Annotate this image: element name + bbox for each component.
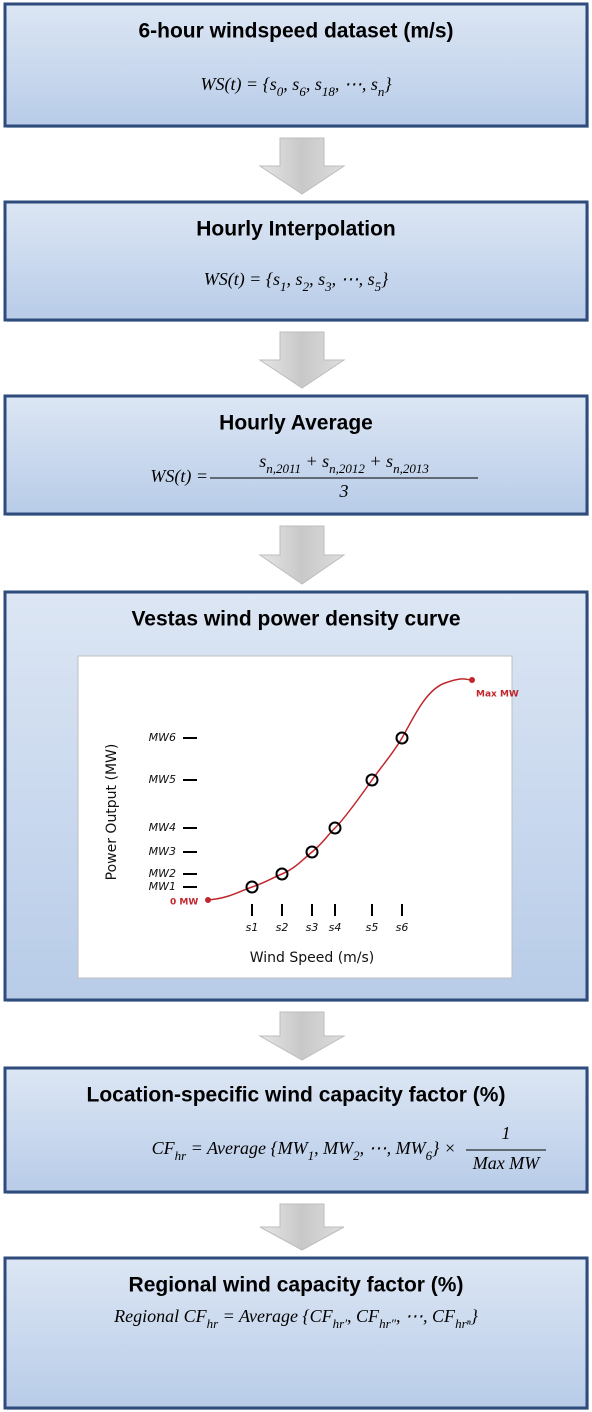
formula-numerator: 1 — [502, 1123, 511, 1143]
speed-label: s2 — [276, 921, 289, 934]
formula-subscript: 3 — [324, 279, 332, 294]
speed-label: s4 — [329, 921, 342, 934]
formula-text: , ⋯, s — [335, 74, 378, 94]
power-level-label: MW4 — [149, 821, 176, 834]
formula-text: s — [259, 451, 266, 471]
formula-subscript: 0 — [277, 84, 284, 99]
formula-text: } — [381, 269, 389, 289]
curve-panel — [77, 655, 513, 979]
formula-subscript: hr — [207, 1316, 220, 1331]
formula-text: WS(t) = {s — [204, 269, 280, 290]
x-axis-label: Wind Speed (m/s) — [250, 950, 375, 966]
formula-text: } — [471, 1306, 479, 1326]
curve-endpoint — [469, 677, 475, 683]
curve-point — [275, 867, 289, 881]
speed-label: s3 — [306, 921, 319, 934]
formula-subscript: hrⁿ — [455, 1316, 472, 1331]
formula-text: WS(t) = — [150, 466, 208, 487]
zero-label: 0 MW — [170, 898, 198, 908]
formula-text: = Average {MW — [186, 1138, 309, 1158]
formula-text: , ⋯, s — [332, 269, 375, 289]
formula-denominator: 3 — [339, 481, 349, 501]
flow-arrow — [258, 331, 346, 389]
formula-lhs: CFhr​ = Average {MW1​, MW2​, ⋯, MW6​} × — [152, 1138, 456, 1163]
step-box — [3, 1256, 589, 1410]
power-level-label: MW2 — [149, 867, 176, 880]
formula-text: Regional CF — [113, 1306, 207, 1326]
formula-subscript: n — [378, 84, 385, 99]
flow-arrow — [258, 137, 346, 195]
curve-point — [305, 845, 319, 859]
step-title: Location-specific wind capacity factor (… — [87, 1084, 506, 1107]
formula: Regional CFhr​ = Average {CFhr′​, CFhr″​… — [113, 1306, 479, 1331]
formula-subscript: hr — [175, 1148, 188, 1163]
formula-subscript: 6 — [426, 1148, 433, 1163]
formula-text: , s — [306, 74, 322, 94]
y-axis-label: Power Output (MW) — [104, 744, 120, 881]
power-curve — [207, 678, 473, 901]
formula-text: , s — [309, 269, 325, 289]
formula-subscript: n,2011 — [266, 461, 301, 476]
speed-label: s1 — [246, 921, 259, 934]
formula-text: , MW — [314, 1138, 355, 1158]
curve-point — [245, 880, 259, 894]
formula-text: , ⋯, MW — [360, 1138, 428, 1158]
formula-text: + s — [365, 451, 393, 471]
formula-text: CF — [152, 1138, 176, 1158]
curve-point — [328, 821, 342, 835]
formula-text: 3 — [339, 481, 349, 501]
curve-point — [365, 773, 379, 787]
step-box — [3, 2, 589, 128]
formula-text: , s — [287, 269, 303, 289]
curve-endpoint — [205, 897, 211, 903]
formula-subscript: 5 — [375, 279, 382, 294]
formula-text: 1 — [502, 1123, 511, 1143]
step-box — [3, 394, 589, 516]
formula: WS(t) = {s0​, s6​, s18​, ⋯, sn​} — [200, 74, 392, 99]
max-label: Max MW — [476, 690, 519, 700]
formula-text: } — [384, 74, 392, 94]
step-title: Hourly Average — [219, 412, 373, 435]
speed-label: s6 — [396, 921, 409, 934]
curve-point — [395, 731, 409, 745]
flow-arrow — [258, 1011, 346, 1061]
formula-text: , s — [283, 74, 299, 94]
formula-text: WS(t) = {s — [200, 74, 276, 95]
step-title: Regional wind capacity factor (%) — [129, 1274, 464, 1297]
formula-subscript: 2 — [303, 279, 310, 294]
step-box — [3, 1066, 589, 1194]
flow-arrow — [259, 1203, 345, 1251]
formula-text: , ⋯, CF — [396, 1306, 456, 1326]
speed-label: s5 — [366, 921, 379, 934]
step-box — [3, 200, 589, 322]
formula-text: + s — [301, 451, 329, 471]
power-level-label: MW3 — [149, 845, 176, 858]
formula-subscript: hr″ — [379, 1316, 397, 1331]
flow-arrow — [258, 525, 346, 585]
formula-subscript: n,2013 — [393, 461, 429, 476]
formula-text: = Average {CF — [218, 1306, 334, 1326]
formula-lhs: WS(t) = — [150, 466, 208, 487]
power-level-label: MW6 — [149, 731, 176, 744]
formula-text: , CF — [347, 1306, 380, 1326]
power-level-label: MW5 — [149, 773, 176, 786]
formula-numerator: sn,2011​ + sn,2012​ + sn,2013​ — [259, 451, 429, 476]
formula-subscript: 2 — [353, 1148, 360, 1163]
formula-subscript: n,2012 — [329, 461, 365, 476]
formula-text: } × — [432, 1138, 456, 1158]
formula-subscript: 1 — [308, 1148, 315, 1163]
formula-text: Max MW — [472, 1153, 541, 1173]
step-title: Vestas wind power density curve — [131, 608, 460, 631]
formula: WS(t) = {s1​, s2​, s3​, ⋯, s5​} — [204, 269, 389, 294]
formula-subscript: hr′ — [333, 1316, 348, 1331]
formula-subscript: 18 — [322, 84, 336, 99]
step-title: Hourly Interpolation — [196, 218, 396, 241]
power-level-label: MW1 — [149, 880, 176, 893]
formula-denominator: Max MW — [472, 1153, 541, 1173]
step-title: 6-hour windspeed dataset (m/s) — [138, 20, 453, 43]
formula-subscript: 1 — [280, 279, 287, 294]
formula-subscript: 6 — [299, 84, 306, 99]
